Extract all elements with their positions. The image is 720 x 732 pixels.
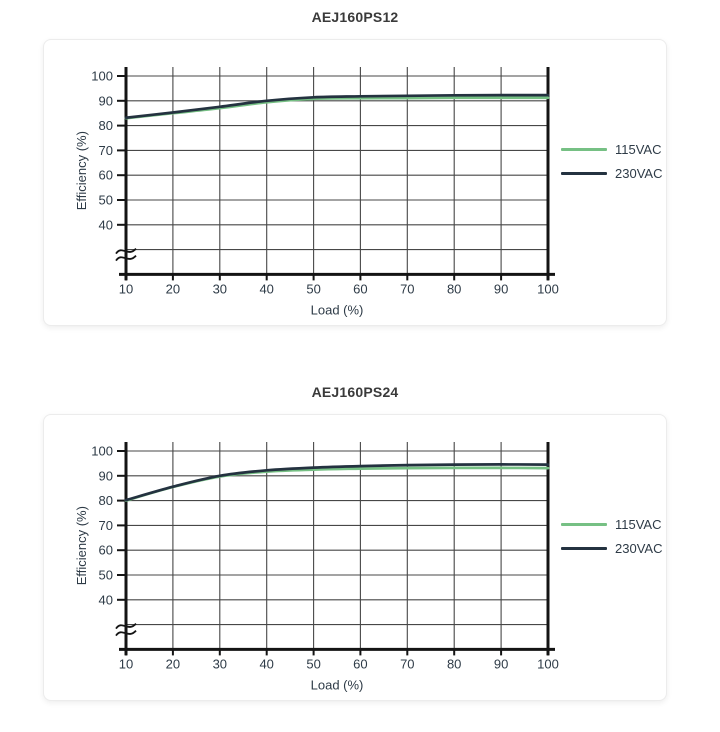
legend-swatch-115vac (561, 148, 607, 151)
y-tick-label: 80 (99, 118, 113, 133)
x-tick-label: 100 (537, 281, 559, 296)
y-axis-break-icon (115, 247, 137, 262)
x-tick-label: 70 (400, 656, 414, 671)
legend-swatch-230vac (561, 547, 607, 550)
chart-section-aej160ps24: AEJ160PS24 100 90 80 70 60 50 40 10 20 30 40 50 60 70… (0, 384, 720, 701)
legend-label: 230VAC (615, 166, 663, 181)
x-axis-title: Load (%) (311, 302, 364, 317)
y-tick-label: 50 (99, 568, 113, 583)
legend-item-115vac: 115VAC (561, 142, 662, 157)
y-tick-label: 40 (99, 217, 113, 232)
y-tick-label: 60 (99, 543, 113, 558)
y-tick-label: 60 (99, 168, 113, 183)
efficiency-vs-load-chart: 100 90 80 70 60 50 40 10 20 30 40 50 60 70 80 90 100 Effi… (74, 67, 559, 317)
y-tick-label: 100 (91, 444, 113, 459)
y-tick-label: 70 (99, 143, 113, 158)
y-tick-label: 100 (91, 69, 113, 84)
chart-card: 100 90 80 70 60 50 40 10 20 30 40 50 60 70 80 90 100 Effi… (43, 39, 667, 326)
x-tick-label: 30 (213, 656, 227, 671)
chart-title: AEJ160PS24 (311, 384, 399, 400)
x-tick-label: 10 (119, 656, 133, 671)
y-axis-title: Efficiency (%) (74, 131, 89, 210)
legend-item-230vac: 230VAC (561, 166, 662, 181)
legend-item-115vac: 115VAC (561, 517, 662, 532)
x-tick-label: 90 (494, 281, 508, 296)
y-axis-title: Efficiency (%) (74, 506, 89, 585)
legend-swatch-230vac (561, 172, 607, 175)
chart-section-aej160ps12: AEJ160PS12 100 90 80 70 60 50 40 10 20 30 40 50 60 70… (0, 9, 720, 326)
y-tick-label: 50 (99, 193, 113, 208)
legend-label: 230VAC (615, 541, 663, 556)
efficiency-vs-load-chart: 100 90 80 70 60 50 40 10 20 30 40 50 60 70 80 90 100 Effi… (74, 442, 559, 692)
y-tick-label: 40 (99, 592, 113, 607)
chart-card: 100 90 80 70 60 50 40 10 20 30 40 50 60 70 80 90 100 Effi… (43, 414, 667, 701)
x-tick-label: 20 (166, 281, 180, 296)
x-tick-label: 100 (537, 656, 559, 671)
legend-item-230vac: 230VAC (561, 541, 662, 556)
series-line-115vac (124, 466, 550, 502)
x-tick-label: 60 (353, 656, 367, 671)
x-tick-label: 40 (259, 281, 273, 296)
x-tick-label: 30 (213, 281, 227, 296)
y-axis-break-icon (115, 622, 137, 637)
x-tick-label: 10 (119, 281, 133, 296)
axes (119, 67, 555, 281)
y-tick-label: 90 (99, 468, 113, 483)
legend-label: 115VAC (615, 517, 662, 532)
x-tick-label: 40 (259, 656, 273, 671)
legend-label: 115VAC (615, 142, 662, 157)
axes (119, 442, 555, 656)
y-tick-label: 70 (99, 518, 113, 533)
y-tick-label: 90 (99, 93, 113, 108)
legend: 115VAC 230VAC (561, 142, 662, 181)
series-line-230vac (124, 93, 550, 120)
gridlines (117, 67, 549, 281)
x-tick-label: 90 (494, 656, 508, 671)
series-line-230vac (124, 463, 550, 502)
x-tick-label: 60 (353, 281, 367, 296)
x-tick-label: 20 (166, 656, 180, 671)
chart-title: AEJ160PS12 (311, 9, 399, 25)
x-axis-title: Load (%) (311, 677, 364, 692)
legend-swatch-115vac (561, 523, 607, 526)
x-tick-label: 50 (306, 656, 320, 671)
x-tick-label: 50 (306, 281, 320, 296)
gridlines (117, 442, 549, 656)
y-tick-label: 80 (99, 493, 113, 508)
x-tick-label: 70 (400, 281, 414, 296)
legend: 115VAC 230VAC (561, 517, 662, 556)
x-tick-label: 80 (447, 656, 461, 671)
x-tick-label: 80 (447, 281, 461, 296)
